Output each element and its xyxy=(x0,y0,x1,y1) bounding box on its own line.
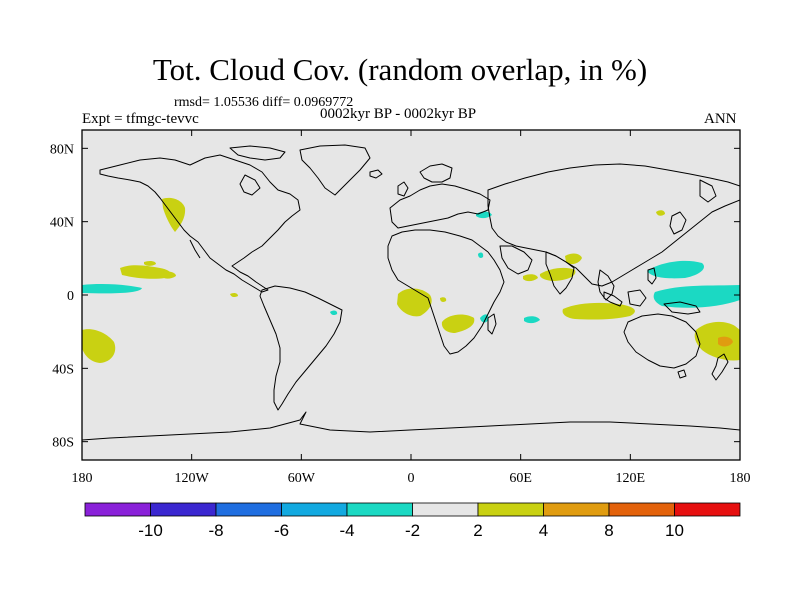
chart-title: Tot. Cloud Cov. (random overlap, in %) xyxy=(152,52,648,87)
anomaly-philippine-sea xyxy=(647,260,705,279)
anomaly-central-pacific-3 xyxy=(144,260,156,266)
coast-africa xyxy=(387,229,505,355)
coast-arctic-islands xyxy=(229,145,286,161)
lon-tick-label: 120E xyxy=(616,471,646,486)
anomaly-china-yellow xyxy=(656,210,665,216)
colorbar-swatch xyxy=(150,502,217,517)
coast-europe xyxy=(389,183,491,229)
season-label: ANN xyxy=(704,111,737,127)
colorbar-swatch xyxy=(84,502,151,517)
coast-south-america xyxy=(259,285,343,411)
lat-tick-label: 80N xyxy=(50,142,74,157)
coast-iceland xyxy=(369,169,383,179)
coastlines xyxy=(82,144,740,441)
colorbar: -10 -8 -6 -4 -2 2 4 8 10 xyxy=(84,502,741,540)
experiment-label: Expt = tfmgc-tevvc xyxy=(82,111,199,127)
colorbar-swatch xyxy=(477,502,544,517)
coast-asia xyxy=(487,163,740,287)
anomaly-south-asia xyxy=(523,274,538,282)
colorbar-label: -2 xyxy=(405,521,420,540)
anomaly-indian-cyan xyxy=(524,316,540,324)
coast-india xyxy=(545,251,575,295)
coast-new-guinea xyxy=(663,301,701,315)
coast-hudson xyxy=(239,174,261,196)
coast-uk xyxy=(397,181,409,197)
colorbar-label: -6 xyxy=(274,521,289,540)
colorbar-swatch xyxy=(674,502,741,517)
coast-baja xyxy=(189,239,201,259)
anomaly-tasman-core xyxy=(718,336,733,347)
colorbar-swatch xyxy=(215,502,282,517)
coast-australia xyxy=(623,313,701,369)
coast-arabia xyxy=(499,245,533,275)
colorbar-label: 10 xyxy=(665,521,684,540)
coast-greenland xyxy=(299,144,371,196)
colorbar-label: 4 xyxy=(539,521,548,540)
colorbar-label: -8 xyxy=(208,521,223,540)
lat-tick-label: 40N xyxy=(50,216,74,231)
coast-madagascar xyxy=(487,313,497,335)
coast-philippines xyxy=(647,267,657,285)
stats-line: rmsd= 1.05536 diff= 0.0969772 xyxy=(174,95,354,110)
period-label: 0002kyr BP - 0002kyr BP xyxy=(320,106,477,122)
anomaly-central-pacific-1 xyxy=(120,265,172,279)
axis-ticks: 80N 40N 0 40S 80S 180 120W 60W 0 60E 120E 180 xyxy=(50,130,751,486)
anomaly-central-pacific-2 xyxy=(160,271,176,279)
colorbar-swatch xyxy=(543,502,610,517)
colorbar-swatch xyxy=(346,502,413,517)
coast-borneo xyxy=(627,289,647,307)
colorbar-swatch xyxy=(412,502,479,517)
lon-tick-label: 0 xyxy=(408,471,415,486)
coast-antarctica xyxy=(82,411,740,441)
lon-tick-label: 60E xyxy=(509,471,532,486)
anomaly-east-africa-1 xyxy=(565,253,582,265)
lon-tick-label: 120W xyxy=(175,471,210,486)
coast-se-asia xyxy=(597,269,615,301)
colorbar-swatch xyxy=(281,502,348,517)
lon-tick-label: 60W xyxy=(288,471,316,486)
coast-tasmania xyxy=(677,369,687,379)
coast-scandinavia xyxy=(419,163,453,183)
anomaly-red-sea-cyan xyxy=(478,252,484,258)
lat-tick-label: 0 xyxy=(67,289,74,304)
anomaly-southern-africa xyxy=(441,314,475,333)
anomaly-pacific-yellow-small xyxy=(230,292,238,298)
coast-sumatra xyxy=(603,291,623,307)
anomaly-tasman xyxy=(694,321,740,361)
anomaly-bay-yellow xyxy=(440,297,447,302)
anomaly-sw-pacific-east xyxy=(82,329,116,363)
anomaly-indian-ocean xyxy=(562,302,635,320)
colorbar-swatch xyxy=(608,502,675,517)
coast-kamchatka xyxy=(699,179,717,203)
coast-japan xyxy=(669,211,687,235)
colorbar-label: 8 xyxy=(604,521,613,540)
lon-tick-label: 180 xyxy=(730,471,751,486)
colorbar-label: -4 xyxy=(339,521,354,540)
colorbar-label: 2 xyxy=(473,521,482,540)
colorbar-label: -10 xyxy=(138,521,163,540)
lat-tick-label: 80S xyxy=(52,436,74,451)
lon-tick-label: 180 xyxy=(72,471,93,486)
anomaly-equatorial-pacific xyxy=(82,284,142,294)
anomaly-southern-ocean-cyan xyxy=(330,310,338,316)
coast-new-zealand xyxy=(711,353,729,381)
coast-north-america xyxy=(99,154,301,293)
lat-tick-label: 40S xyxy=(52,362,74,377)
